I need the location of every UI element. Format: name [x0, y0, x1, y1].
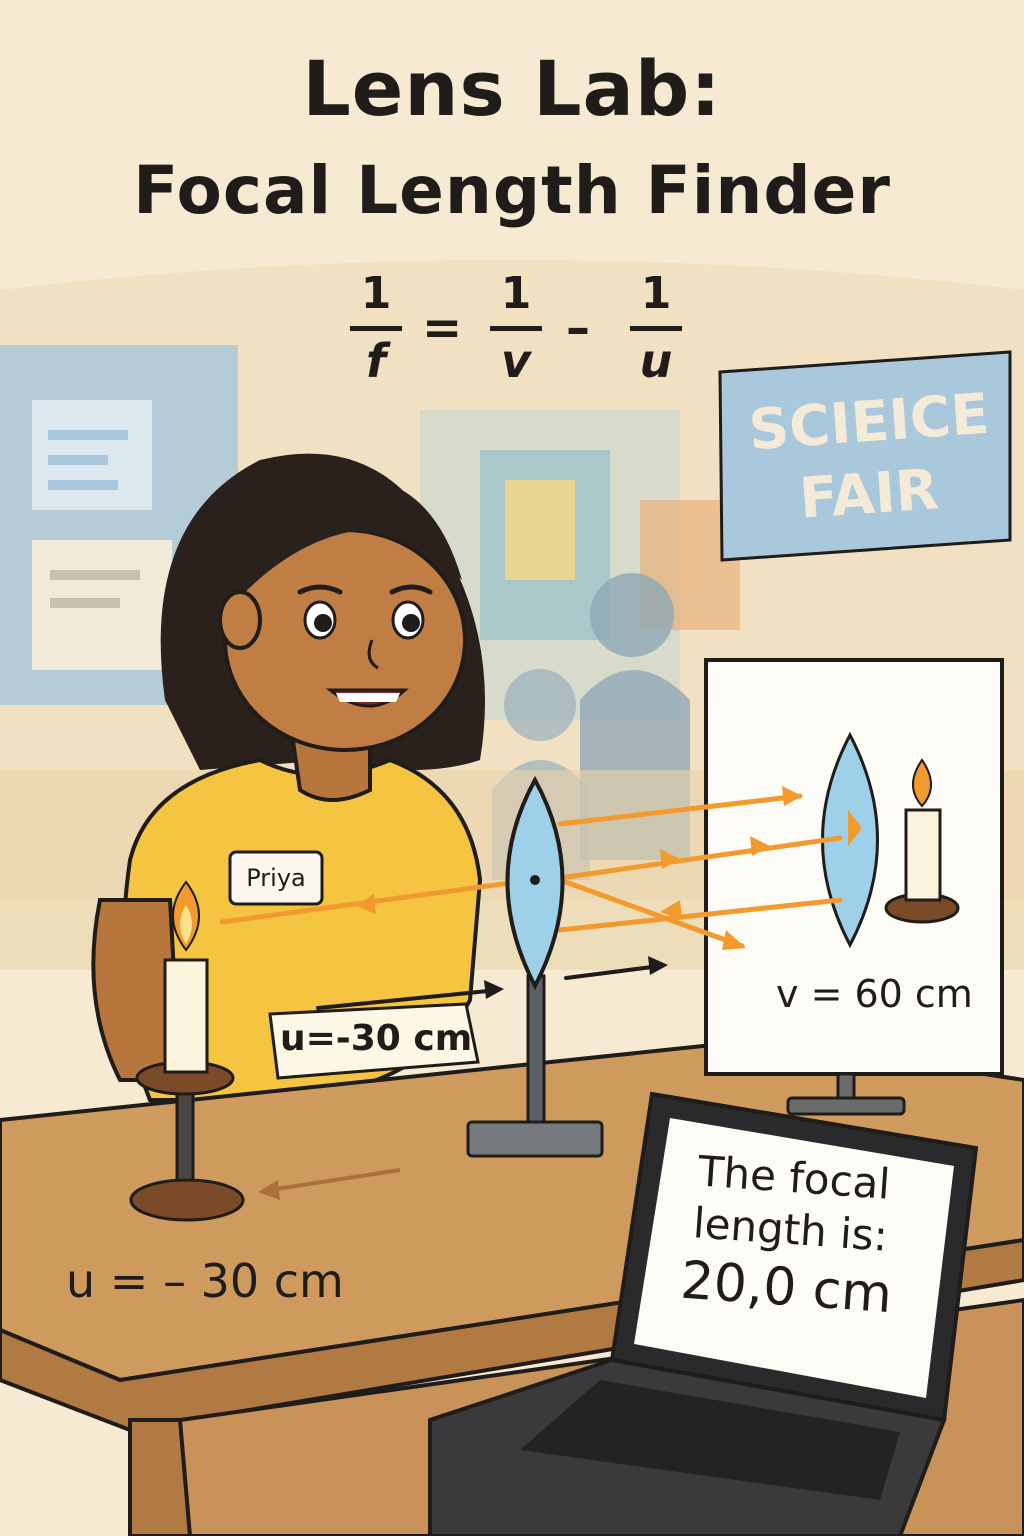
candle-flame-core [180, 905, 192, 944]
u-label-plate [268, 1002, 480, 1080]
arrowhead [750, 836, 770, 856]
booth-card-inner [505, 480, 575, 580]
bg-person-head [504, 669, 576, 741]
fraction-bar [630, 326, 682, 331]
ray [557, 835, 843, 881]
ray-arrowheads [356, 786, 802, 950]
hair-fringe [228, 477, 462, 610]
teeth [336, 693, 400, 702]
equation-term-2-denominator: u [639, 334, 673, 388]
equation-minus: – [566, 300, 590, 356]
arrowhead [782, 786, 802, 806]
poster-line [48, 455, 108, 465]
light-rays [219, 793, 843, 949]
left-pupil [314, 614, 332, 632]
right-eyebrow [389, 584, 433, 595]
ray [557, 793, 803, 827]
u-arrow [316, 988, 500, 1010]
lens-center [530, 875, 540, 885]
image-distance-label: v = 60 cm [776, 972, 973, 1016]
page-title-line-1: Lens Lab: [302, 44, 722, 133]
left-arm [91, 898, 183, 1082]
equation-term-1-numerator: 1 [500, 268, 532, 319]
science-fair-banner [718, 350, 1012, 562]
left-eyebrow [297, 584, 343, 595]
arrowhead [660, 900, 682, 920]
laptop-screen [634, 1118, 954, 1398]
poster-line [48, 430, 128, 440]
page-title-line-2: Focal Length Finder [133, 152, 891, 229]
v-arrowhead [648, 956, 668, 975]
screen-base [786, 1096, 906, 1116]
fraction-bar [490, 326, 542, 331]
arrowhead [356, 894, 376, 914]
lens-base [466, 1120, 604, 1158]
bg-person-head [590, 573, 674, 657]
table-arrowhead [258, 1180, 280, 1200]
nose [367, 639, 379, 670]
screen-candle [904, 808, 942, 902]
ear [218, 590, 262, 650]
arrowhead [660, 849, 680, 869]
equation-term-2-numerator: 1 [640, 268, 672, 319]
ray [219, 877, 535, 925]
arrowhead [722, 930, 746, 950]
ray [557, 897, 843, 933]
equation-lhs-numerator: 1 [360, 268, 392, 319]
screen-flame [912, 758, 932, 808]
screen-image-point [848, 810, 862, 846]
u-arrowhead [484, 980, 504, 999]
lens-post [526, 974, 546, 1132]
candle [163, 958, 209, 1074]
right-pupil [402, 614, 420, 632]
poster-line [50, 570, 140, 580]
fraction-bar [350, 326, 402, 331]
ray [557, 877, 745, 949]
table-object-distance-label: u = – 30 cm [66, 1254, 344, 1308]
laptop-result-text: The focal length is: 20,0 cm [635, 1142, 946, 1331]
object-distance-label: u=-30 cm [280, 1018, 473, 1059]
distance-arrows [316, 964, 662, 1010]
name-tag [228, 850, 324, 906]
poster-line [48, 480, 118, 490]
equation-term-1-denominator: v [501, 334, 531, 388]
candle-stand-base [129, 1178, 245, 1222]
equation-lhs-denominator: f [365, 334, 386, 388]
name-tag-label: Priya [246, 864, 306, 892]
poster-line [50, 598, 120, 608]
v-arrow [564, 964, 662, 980]
laptop-keyboard [520, 1380, 900, 1500]
equation-equals: = [422, 300, 463, 356]
table-arrow [269, 1168, 401, 1192]
